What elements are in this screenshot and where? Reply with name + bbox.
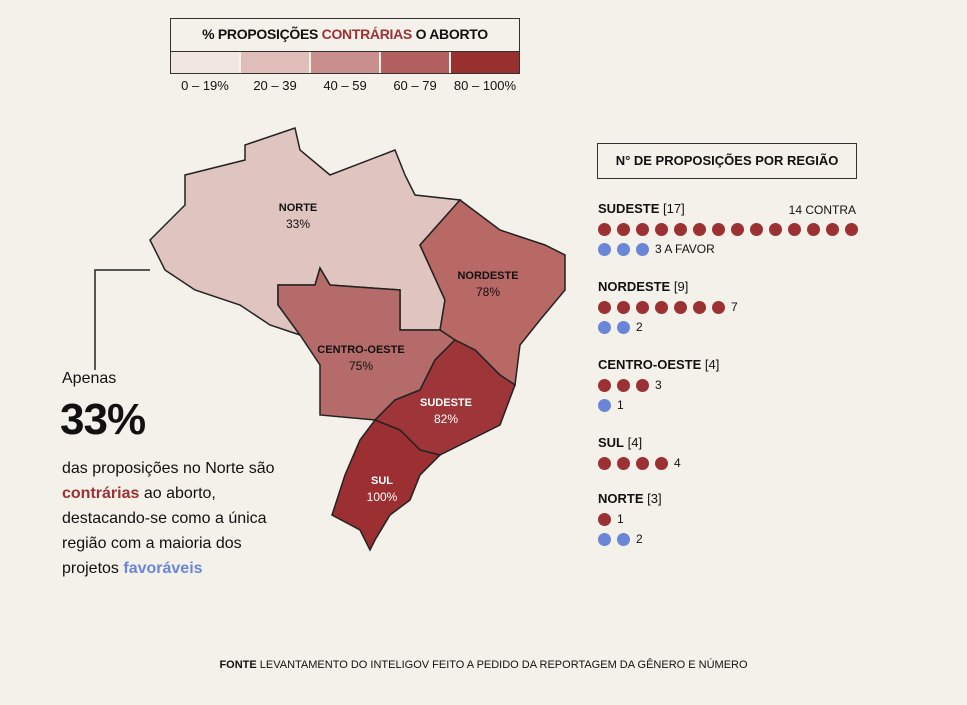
contra-dot <box>826 222 839 236</box>
contra-dot <box>769 222 782 236</box>
contra-label: 7 <box>731 300 738 314</box>
region-name: CENTRO-OESTE <box>598 357 702 372</box>
source-note: FONTE LEVANTAMENTO DO INTELIGOV FEITO A … <box>219 659 748 671</box>
label-norte: NORTE 33% <box>278 202 318 231</box>
contra-dot <box>636 222 649 236</box>
contra-dot <box>617 300 630 314</box>
contra-row: 7 <box>598 297 856 317</box>
favor-dot <box>598 320 611 334</box>
contra-dot <box>598 456 611 470</box>
contra-dot <box>655 456 668 470</box>
contra-dot <box>598 512 611 526</box>
favor-dot <box>617 532 630 546</box>
region-total: [4] <box>704 357 720 372</box>
contra-dot <box>788 222 801 236</box>
contra-dot <box>655 300 668 314</box>
contra-dot <box>731 222 744 236</box>
region-name: NORTE <box>598 491 644 506</box>
contra-label: 3 <box>655 378 662 392</box>
contra-dot <box>712 222 725 236</box>
favor-row: 2 <box>598 529 856 549</box>
contra-dot <box>674 300 687 314</box>
contra-dot <box>636 378 649 392</box>
contra-dot <box>750 222 763 236</box>
contra-dot <box>807 222 820 236</box>
favor-dot <box>617 320 630 334</box>
scale-label: 20 – 39 <box>253 78 297 93</box>
favor-row: 1 <box>598 395 856 415</box>
contra-row <box>598 219 858 239</box>
label-centro-oeste: CENTRO-OESTE 75% <box>317 344 405 373</box>
contra-label: 1 <box>617 512 624 526</box>
contra-row: 3 <box>598 375 856 395</box>
label-sudeste: SUDESTE 82% <box>420 397 472 426</box>
callout-text: das proposições no Norte são contrárias … <box>62 460 275 577</box>
dots-title: N° DE PROPOSIÇÕES POR REGIÃO <box>597 143 857 179</box>
contra-dot <box>655 222 668 236</box>
label-sul: SUL 100% <box>366 475 398 504</box>
contra-dot <box>845 222 858 236</box>
scale-bin <box>311 52 381 73</box>
contra-dot <box>693 300 706 314</box>
favor-label: 2 <box>636 532 643 546</box>
scale-label: 80 – 100% <box>453 78 517 93</box>
contra-dot <box>617 456 630 470</box>
contra-dot <box>636 300 649 314</box>
contra-dot <box>617 378 630 392</box>
dot-region-sul: SUL [4] 4 <box>598 435 856 473</box>
callout-lead: Apenas <box>62 370 117 387</box>
favor-label: 3 A FAVOR <box>655 242 715 256</box>
favor-row: 2 <box>598 317 856 337</box>
dot-region-nordeste: NORDESTE [9] 7 2 <box>598 279 856 337</box>
scale-bin <box>171 52 241 73</box>
favor-dot <box>598 532 611 546</box>
favor-dot <box>598 242 611 256</box>
region-total: [3] <box>647 491 662 506</box>
contra-row: 1 <box>598 509 856 529</box>
region-total: [17] <box>663 201 685 216</box>
color-scale-labels: 0 – 19% 20 – 39 40 – 59 60 – 79 80 – 100% <box>170 78 520 93</box>
color-scale <box>170 52 520 74</box>
contra-dot <box>674 222 687 236</box>
contra-dot <box>712 300 725 314</box>
contra-dot <box>598 222 611 236</box>
favor-dot <box>617 242 630 256</box>
scale-label: 0 – 19% <box>181 78 229 93</box>
region-total: [9] <box>673 279 689 294</box>
region-name: NORDESTE <box>598 279 671 294</box>
scale-label: 60 – 79 <box>393 78 437 93</box>
contra-dot <box>598 300 611 314</box>
scale-label: 40 – 59 <box>323 78 367 93</box>
scale-bin <box>241 52 311 73</box>
scale-bin <box>451 52 519 73</box>
region-nordeste <box>419 198 566 387</box>
scale-bin <box>381 52 451 73</box>
callout-percentage: 33% <box>60 395 146 444</box>
region-name: SUL <box>598 435 624 450</box>
contra-dot <box>617 222 630 236</box>
favor-label: 2 <box>636 320 643 334</box>
label-nordeste: NORDESTE 78% <box>457 270 519 299</box>
contra-label: 14 CONTRA <box>788 203 856 217</box>
legend-title: % PROPOSIÇÕES CONTRÁRIAS O ABORTO <box>170 18 520 52</box>
contra-dot <box>693 222 706 236</box>
region-total: [4] <box>627 435 643 450</box>
dot-region-sudeste: SUDESTE [17] 14 CONTRA 3 A FAVOR <box>598 201 858 259</box>
contra-row: 4 <box>598 453 856 473</box>
contra-dot <box>598 378 611 392</box>
favor-dot <box>598 398 611 412</box>
contra-label: 4 <box>674 456 681 470</box>
contra-dot <box>636 456 649 470</box>
favor-row: 3 A FAVOR <box>598 239 858 259</box>
dot-region-centro-oeste: CENTRO-OESTE [4] 3 1 <box>598 357 856 415</box>
region-name: SUDESTE <box>598 201 660 216</box>
favor-label: 1 <box>617 398 624 412</box>
favor-dot <box>636 242 649 256</box>
callout-line <box>94 269 150 370</box>
region-sul <box>331 419 442 552</box>
dot-region-norte: NORTE [3] 1 2 <box>598 491 856 549</box>
